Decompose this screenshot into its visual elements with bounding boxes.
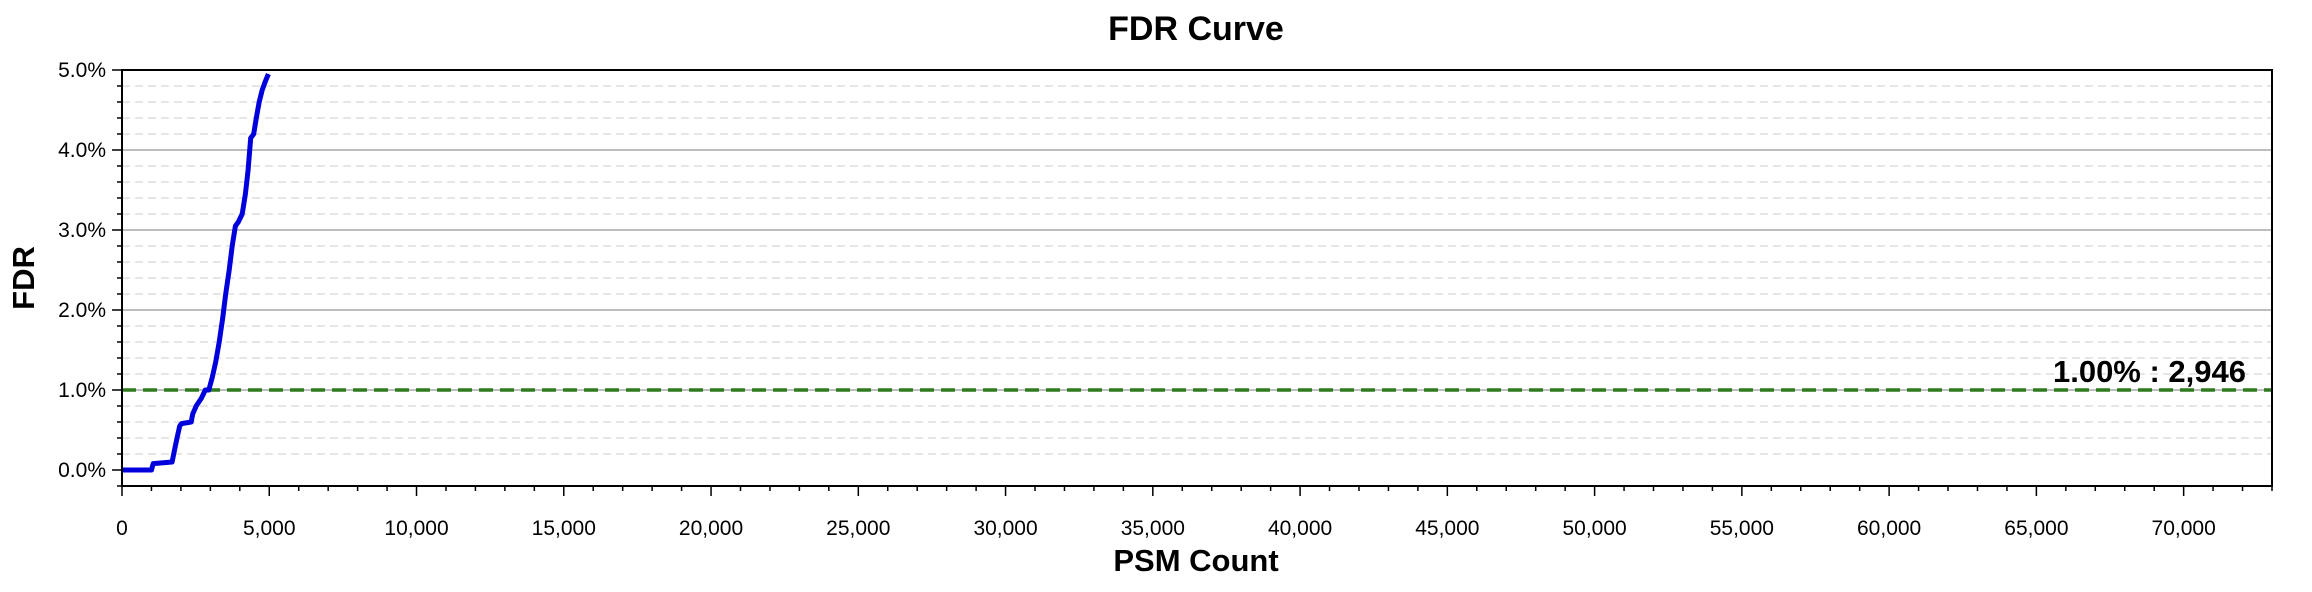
x-tick-label: 5,000	[243, 517, 296, 540]
minor-gridlines	[122, 85, 2272, 455]
x-tick-label: 35,000	[1121, 517, 1185, 540]
x-tick-label: 0	[116, 517, 128, 540]
y-axis-ticks	[112, 69, 122, 487]
y-axis-tick-labels: 0.0% 1.0% 2.0% 3.0% 4.0% 5.0%	[58, 59, 106, 482]
x-tick-label: 40,000	[1268, 517, 1332, 540]
x-axis-tick-labels: 0 5,000 10,000 15,000 20,000 25,000 30,000 35,0…	[116, 517, 2216, 540]
chart-title: FDR Curve	[1108, 10, 1284, 48]
y-tick-label: 1.0%	[58, 379, 106, 402]
x-tick-label: 60,000	[1857, 517, 1921, 540]
x-tick-label: 65,000	[2004, 517, 2068, 540]
y-tick-label: 3.0%	[58, 219, 106, 242]
y-tick-label: 4.0%	[58, 139, 106, 162]
x-tick-label: 45,000	[1415, 517, 1479, 540]
x-tick-label: 20,000	[679, 517, 743, 540]
x-tick-label: 25,000	[826, 517, 890, 540]
x-tick-label: 70,000	[2152, 517, 2216, 540]
y-tick-label: 2.0%	[58, 299, 106, 322]
x-tick-label: 50,000	[1562, 517, 1626, 540]
y-tick-label: 5.0%	[58, 59, 106, 82]
x-tick-label: 10,000	[384, 517, 448, 540]
fdr-series-line	[122, 73, 271, 473]
x-axis-ticks	[121, 486, 2273, 496]
x-tick-label: 55,000	[1710, 517, 1774, 540]
x-axis-title: PSM Count	[1113, 543, 1278, 578]
y-tick-label: 0.0%	[58, 459, 106, 482]
x-tick-label: 15,000	[532, 517, 596, 540]
y-axis-title: FDR	[6, 246, 41, 310]
major-gridlines	[122, 149, 2272, 391]
x-tick-label: 30,000	[973, 517, 1037, 540]
threshold-annotation: 1.00% : 2,946	[2053, 354, 2246, 389]
